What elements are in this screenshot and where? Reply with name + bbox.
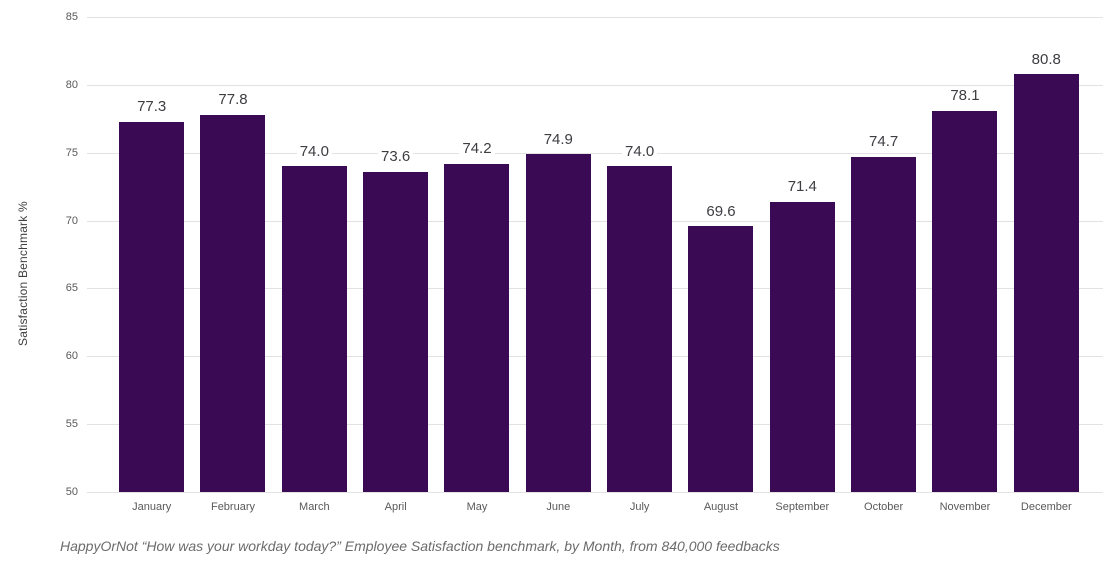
bar-october [851,156,917,492]
bar-value-label: 78.1 [947,88,983,105]
chart-caption: HappyOrNot “How was your workday today?”… [60,538,780,554]
y-tick-label: 55 [65,418,78,431]
bar-column: 77.8 February [192,17,273,513]
bar-column: 73.6 April [355,17,436,513]
y-tick-label: 50 [65,486,78,498]
bar-column: 74.9 June [518,17,599,513]
x-tick-label: July [629,501,650,513]
gridline: 60 [66,350,1103,362]
y-tick-label: 85 [65,11,78,23]
bar-value-label: 80.8 [1028,51,1064,68]
x-tick-label: September [775,501,830,513]
gridline: 80 [66,79,1103,91]
bar-column: 78.1 November [924,17,1005,513]
bar-value-label: 71.4 [784,179,820,196]
bar-column: 80.8 December [1006,17,1087,513]
y-tick-label: 65 [65,282,78,295]
bar-value-label: 77.8 [215,92,251,109]
x-tick-label: May [466,501,488,513]
x-tick-label: August [703,501,739,513]
bar-value-label: 74.2 [459,141,495,158]
bar-value-label: 73.6 [378,149,414,166]
x-tick-label: October [864,501,904,513]
x-tick-label: April [384,501,407,513]
bar-column: 69.6 August [680,17,761,513]
bars-layer: 77.3 January 77.8 February 74.0 March 73.6 Apri… [111,17,1087,513]
bar-value-label: 74.7 [866,134,902,151]
gridline: 65 [66,282,1103,294]
x-tick-label: February [210,501,255,513]
bar-value-label: 74.9 [540,131,576,149]
bar-column: 74.0 July [599,17,680,513]
bar-column: 77.3 January [111,17,192,513]
bar-february [200,114,266,492]
gridline: 50 [66,486,1103,498]
y-tick-label: 80 [65,78,78,91]
bar-march [281,166,347,492]
plot-area: 50 55 60 65 70 75 80 85 77.3 January 77.8 February… [66,11,1103,513]
bar-november [932,110,998,492]
gridline: 55 [66,418,1103,430]
bar-column: 71.4 September [762,17,843,513]
bar-august [688,226,754,492]
bar-column: 74.0 March [274,17,355,513]
bar-column: 74.7 October [843,17,924,513]
gridline: 85 [66,11,1103,23]
gridline: 75 [66,147,1103,159]
bar-value-label: 77.3 [134,98,170,116]
y-tick-label: 60 [65,350,78,363]
bar-september [769,201,835,492]
bar-may [444,163,510,492]
bar-december [1013,74,1079,492]
bar-january [119,121,185,492]
bar-april [363,171,429,492]
bar-value-label: 69.6 [703,203,739,220]
gridlines-layer: 50 55 60 65 70 75 80 85 [66,11,1103,498]
bar-column: 74.2 May [436,17,517,513]
x-tick-label: November [939,501,991,513]
y-tick-label: 75 [65,146,78,159]
bar-value-label: 74.0 [622,143,658,161]
x-tick-label: June [546,501,571,513]
x-tick-label: January [132,501,172,513]
y-tick-label: 70 [65,214,78,227]
gridline: 70 [66,215,1103,227]
y-axis-title: Satisfaction Benchmark % [16,201,30,347]
bar-june [525,154,591,492]
bar-value-label: 74.0 [296,143,332,161]
x-tick-label: March [299,501,330,513]
bar-july [607,166,673,492]
x-tick-label: December [1020,501,1072,513]
